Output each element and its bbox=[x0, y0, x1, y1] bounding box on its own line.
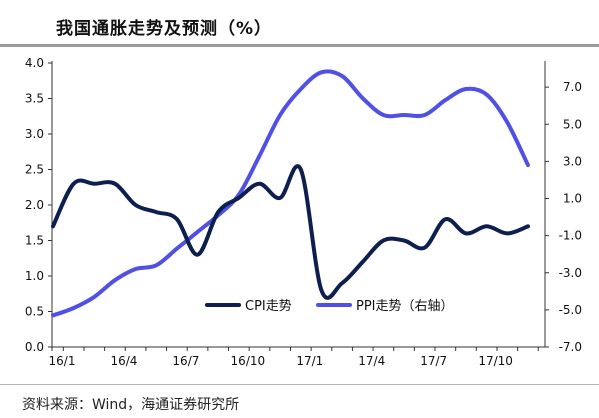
x-tick-label: 16/1 bbox=[49, 354, 76, 368]
left-tick-label: 3.5 bbox=[25, 92, 44, 106]
ppi-series-line bbox=[51, 69, 530, 318]
x-tick-label: 17/4 bbox=[358, 354, 385, 368]
footer-divider bbox=[0, 384, 599, 385]
title-divider bbox=[0, 44, 599, 47]
right-tick-label: -7.0 bbox=[559, 340, 582, 354]
right-tick-label: 5.0 bbox=[563, 117, 582, 131]
legend-cpi-label: CPI走势 bbox=[245, 298, 292, 314]
legend-ppi-label: PPI走势（右轴） bbox=[356, 298, 454, 314]
left-tick-label: 2.5 bbox=[25, 163, 44, 177]
x-tick-label: 17/10 bbox=[478, 354, 513, 368]
x-tick-label: 16/7 bbox=[172, 354, 199, 368]
chart-lines bbox=[51, 69, 530, 318]
cpi-series-line bbox=[51, 164, 530, 300]
chart-axes: 0.0 0.5 1.0 1.5 2.0 2.5 3.0 3.5 4.0 -7.0 -5.0 -3.0 -… bbox=[25, 56, 582, 368]
right-tick-label: 3.0 bbox=[563, 154, 582, 168]
right-tick-label: -5.0 bbox=[559, 303, 582, 317]
left-tick-label: 2.0 bbox=[25, 198, 44, 212]
x-tick-label: 16/4 bbox=[110, 354, 137, 368]
left-tick-label: 1.0 bbox=[25, 269, 44, 283]
source-note: 资料来源：Wind，海通证券研究所 bbox=[22, 397, 240, 413]
right-tick-label: -1.0 bbox=[559, 229, 582, 243]
chart-legend: CPI走势 PPI走势（右轴） bbox=[205, 298, 454, 314]
chart-title: 我国通胀走势及预测（%） bbox=[56, 19, 273, 39]
x-tick-label: 16/10 bbox=[231, 354, 266, 368]
left-tick-label: 0.5 bbox=[25, 305, 44, 319]
left-tick-label: 4.0 bbox=[25, 56, 44, 70]
right-tick-label: 1.0 bbox=[563, 192, 582, 206]
left-tick-label: 3.0 bbox=[25, 127, 44, 141]
left-tick-label: 1.5 bbox=[25, 234, 44, 248]
right-tick-label: -3.0 bbox=[559, 266, 582, 280]
x-tick-label: 17/7 bbox=[420, 354, 447, 368]
right-tick-label: 7.0 bbox=[563, 80, 582, 94]
x-tick-label: 17/1 bbox=[296, 354, 323, 368]
left-tick-label: 0.0 bbox=[25, 340, 44, 354]
chart-area: 0.0 0.5 1.0 1.5 2.0 2.5 3.0 3.5 4.0 -7.0 -5.0 -3.0 -… bbox=[25, 56, 582, 368]
